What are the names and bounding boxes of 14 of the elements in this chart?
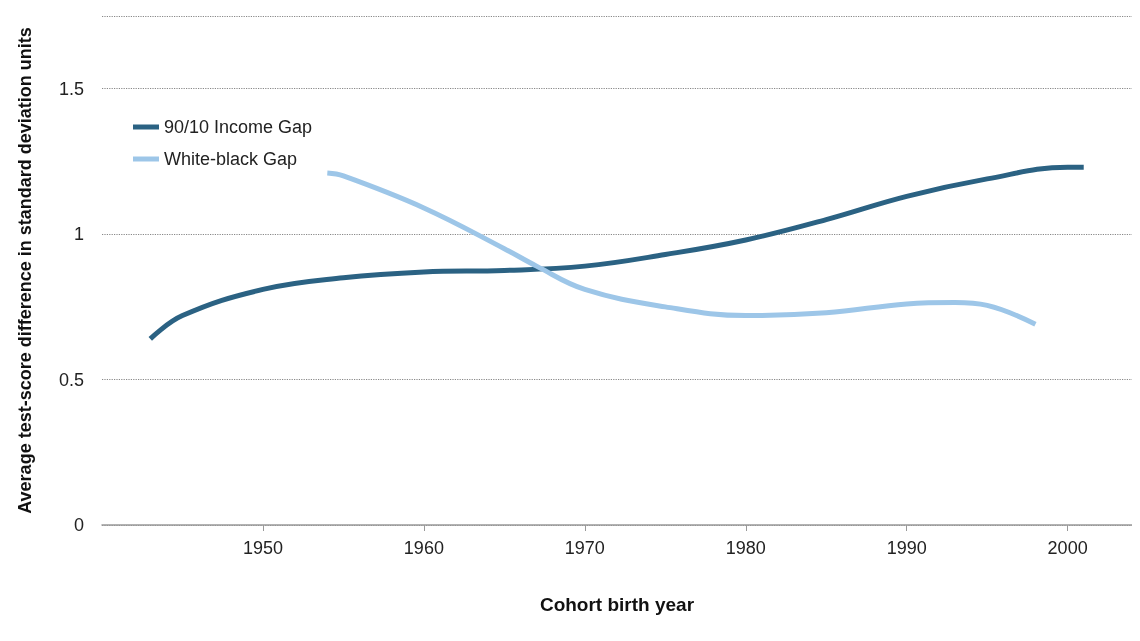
x-tick-label: 1980	[725, 538, 766, 558]
x-axis-title: Cohort birth year	[539, 594, 695, 615]
y-axis-title: Average test-score difference in standard deviation units	[15, 27, 35, 514]
y-tick-label: 0	[73, 515, 84, 535]
x-tick-label: 1960	[403, 538, 444, 558]
y-tick-label: 0.5	[58, 369, 84, 390]
x-tick-label: 2000	[1047, 538, 1088, 558]
y-tick-label: 1.5	[58, 78, 84, 99]
x-tick-label: 1990	[886, 538, 927, 558]
legend-label: White-black Gap	[164, 149, 298, 169]
x-tick-label: 1970	[564, 538, 605, 558]
legend-label: 90/10 Income Gap	[164, 117, 313, 137]
x-tick-label: 1950	[242, 538, 283, 558]
y-tick-label: 1	[73, 224, 84, 245]
